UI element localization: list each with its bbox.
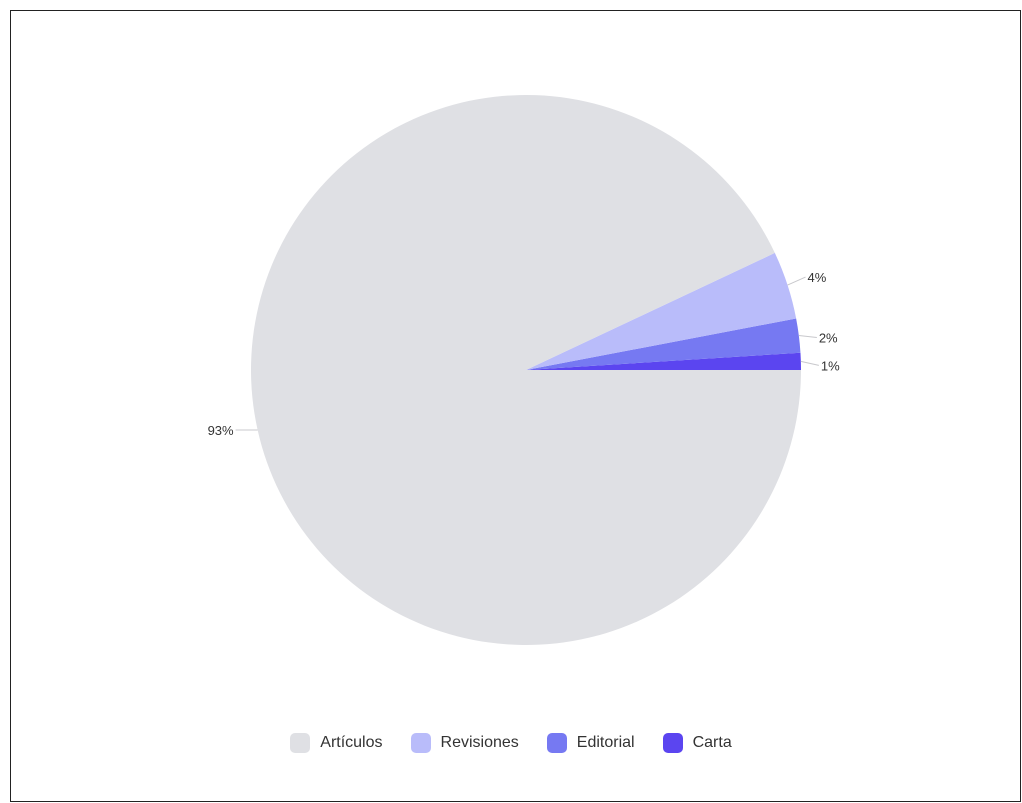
- legend-swatch: [546, 733, 567, 753]
- label-leader-line: [800, 360, 819, 366]
- legend-item-editorial[interactable]: Editorial: [546, 733, 635, 753]
- legend-label: Revisiones: [440, 734, 519, 751]
- slice-percent-label: 1%: [821, 358, 840, 373]
- legend-swatch: [410, 733, 431, 753]
- legend-label: Carta: [692, 734, 732, 751]
- pie-slice-carta[interactable]: [526, 352, 801, 370]
- legend-item-revisiones[interactable]: Revisiones: [410, 733, 519, 753]
- pie-slice-editorial[interactable]: [526, 318, 801, 370]
- pie-slice-revisiones[interactable]: [526, 252, 797, 370]
- slice-percent-label: 93%: [208, 423, 234, 438]
- legend-item-articulos[interactable]: Artículos: [290, 733, 383, 753]
- chart-legend: Artículos Revisiones Editorial Carta: [0, 730, 1022, 756]
- slice-percent-label: 2%: [819, 331, 838, 346]
- slice-percent-label: 4%: [808, 270, 827, 285]
- legend-label: Editorial: [576, 734, 635, 751]
- pie-slice-articulos[interactable]: [251, 94, 801, 645]
- label-leader-line: [798, 335, 817, 339]
- legend-label: Artículos: [320, 734, 383, 751]
- label-leader-line: [787, 276, 806, 286]
- legend-swatch: [662, 733, 683, 753]
- legend-item-carta[interactable]: Carta: [662, 733, 732, 753]
- legend-swatch: [290, 733, 311, 753]
